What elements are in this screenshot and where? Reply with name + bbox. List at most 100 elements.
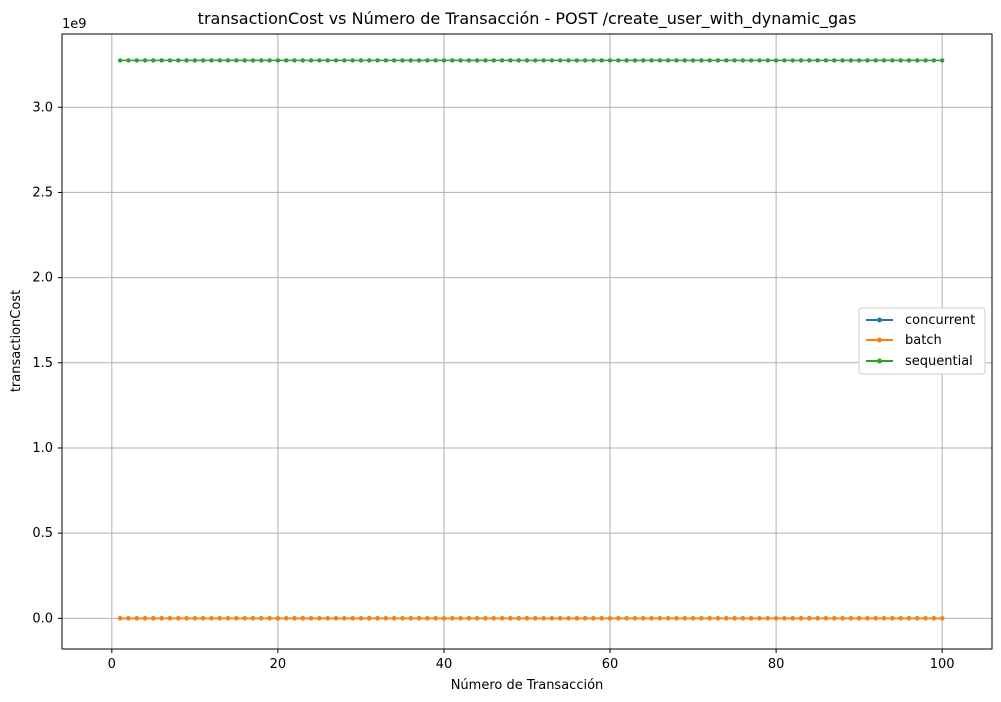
data-point-batch [541, 616, 546, 621]
x-tick-label: 40 [436, 657, 453, 672]
legend-marker-sequential [877, 358, 882, 364]
data-point-sequential [790, 58, 795, 63]
data-point-sequential [450, 58, 455, 63]
data-point-batch [574, 616, 580, 621]
data-point-sequential [267, 58, 272, 63]
data-point-sequential [732, 58, 737, 63]
legend-label-sequential: sequential [905, 354, 973, 369]
data-point-sequential [225, 58, 231, 63]
data-point-batch [383, 616, 389, 621]
data-point-batch [400, 616, 405, 621]
plot-background [62, 34, 992, 649]
data-point-batch [823, 616, 829, 621]
data-point-sequential [591, 58, 596, 63]
x-tick-label: 0 [108, 657, 116, 672]
data-point-sequential [259, 58, 264, 63]
data-point-sequential [474, 58, 480, 63]
data-point-sequential [275, 58, 281, 63]
data-point-sequential [923, 58, 928, 63]
data-point-sequential [350, 58, 355, 63]
y-offset-label: 1e9 [62, 17, 87, 32]
data-point-sequential [176, 58, 181, 63]
data-point-batch [466, 616, 472, 621]
data-point-sequential [840, 58, 845, 63]
data-point-sequential [499, 58, 505, 63]
y-tick-label: 0.0 [32, 611, 53, 626]
data-point-batch [408, 616, 413, 621]
y-tick-label: 2.0 [32, 271, 53, 286]
data-point-sequential [624, 58, 629, 63]
data-point-batch [848, 616, 854, 621]
y-tick-label: 2.5 [32, 185, 53, 200]
data-point-sequential [483, 58, 488, 63]
data-point-batch [749, 616, 754, 621]
data-point-sequential [358, 58, 364, 63]
legend-item-sequential: sequential [866, 354, 973, 369]
chart-title: transactionCost vs Número de Transacción… [198, 9, 857, 29]
data-point-sequential [508, 58, 513, 63]
data-point-sequential [757, 58, 762, 63]
data-point-sequential [699, 58, 704, 63]
legend: concurrent batch sequential [858, 307, 986, 375]
data-point-sequential [200, 58, 206, 63]
data-point-sequential [142, 58, 148, 63]
data-point-batch [284, 616, 289, 621]
data-point-sequential [649, 58, 654, 63]
data-point-batch [259, 616, 264, 621]
legend-item-batch: batch [866, 333, 942, 348]
data-point-sequential [524, 58, 530, 63]
data-point-sequential [375, 58, 380, 63]
data-point-sequential [682, 58, 687, 63]
data-point-batch [275, 616, 281, 621]
data-point-batch [757, 616, 762, 621]
data-point-batch [599, 616, 604, 621]
data-point-batch [159, 616, 164, 621]
data-point-batch [715, 616, 721, 621]
data-point-batch [524, 616, 530, 621]
data-point-batch [682, 616, 687, 621]
data-point-batch [632, 616, 638, 621]
data-point-batch [367, 616, 372, 621]
data-point-sequential [408, 58, 413, 63]
data-point-sequential [558, 58, 563, 63]
data-point-batch [242, 616, 247, 621]
data-point-batch [350, 616, 355, 621]
data-point-batch [707, 616, 712, 621]
data-point-sequential [367, 58, 372, 63]
data-point-batch [790, 616, 795, 621]
data-point-sequential [250, 58, 256, 63]
data-point-batch [649, 616, 654, 621]
x-tick-label: 20 [270, 657, 287, 672]
data-point-sequential [284, 58, 289, 63]
data-point-sequential [317, 58, 322, 63]
data-point-batch [724, 616, 729, 621]
data-point-batch [840, 616, 845, 621]
data-point-batch [533, 616, 538, 621]
data-point-sequential [657, 58, 663, 63]
data-point-batch [566, 616, 571, 621]
data-point-sequential [749, 58, 754, 63]
data-point-sequential [856, 58, 862, 63]
data-point-batch [192, 616, 198, 621]
data-point-batch [491, 616, 496, 621]
legend-label-concurrent: concurrent [905, 313, 975, 328]
data-point-batch [898, 616, 903, 621]
data-point-batch [200, 616, 206, 621]
data-point-batch [342, 616, 347, 621]
data-point-batch [641, 616, 646, 621]
data-point-batch [732, 616, 737, 621]
data-point-batch [549, 616, 555, 621]
data-point-batch [873, 616, 878, 621]
data-point-sequential [491, 58, 496, 63]
data-point-batch [815, 616, 820, 621]
data-point-batch [740, 616, 746, 621]
data-point-sequential [391, 58, 397, 63]
legend-marker-batch [877, 337, 882, 343]
data-point-batch [923, 616, 928, 621]
data-point-batch [391, 616, 397, 621]
y-tick-label: 0.5 [32, 526, 53, 541]
data-point-sequential [416, 58, 422, 63]
data-point-sequential [823, 58, 829, 63]
data-point-batch [126, 616, 131, 621]
data-point-batch [234, 616, 239, 621]
